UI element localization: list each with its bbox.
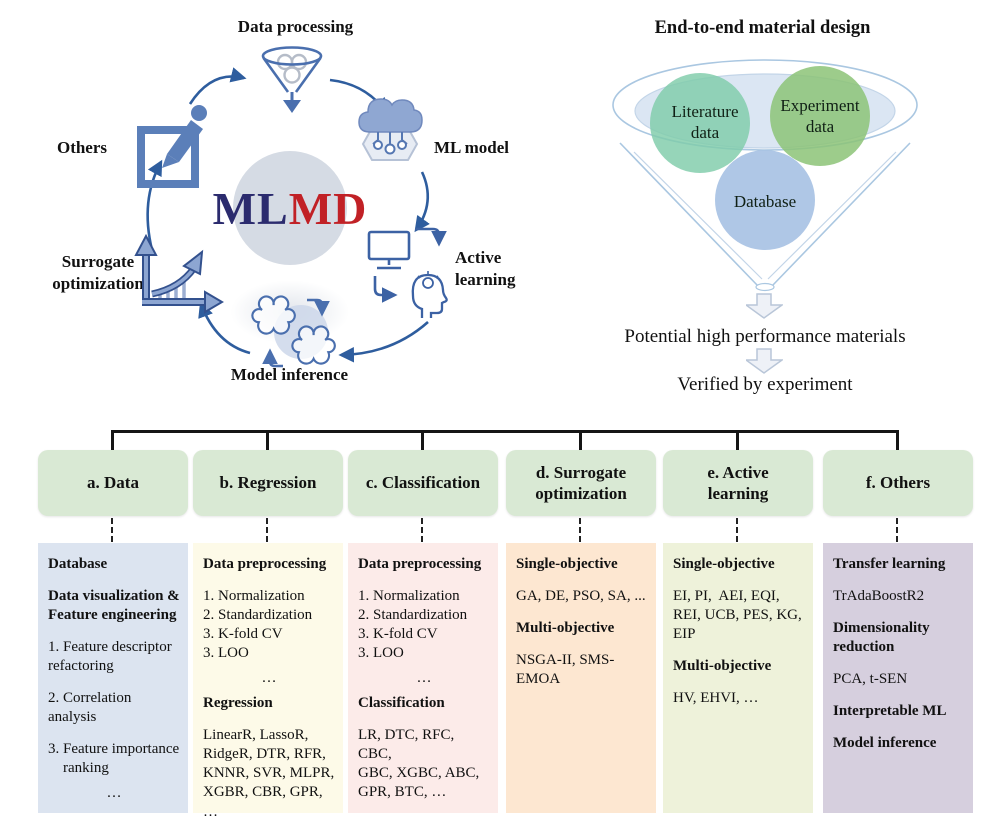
column-text-block: Single-objective <box>516 556 618 572</box>
material-funnel <box>612 59 918 292</box>
connector-stub <box>266 430 269 451</box>
header-classification: c. Classification <box>348 450 498 516</box>
column-text-block: Data visualization & Feature engineering <box>48 588 180 624</box>
column-text-block: Multi-objective <box>673 658 772 675</box>
column-text-block: 1. Normalization 2. Standardization 3. K… <box>203 588 313 662</box>
column-text-block: EI, PI, AEI, EQI, REI, UCB, PES, KG, EIP <box>673 588 802 643</box>
column-text-block: Data preprocessing <box>203 556 327 572</box>
column-text-block: … <box>416 670 432 687</box>
dashed-connector <box>579 518 581 542</box>
dashed-connector <box>111 518 113 542</box>
literature-data-label: Literature data <box>671 102 739 142</box>
dashed-connector <box>896 518 898 542</box>
column-text-block: Model inference <box>833 735 937 752</box>
database-circle <box>715 150 815 250</box>
column-text-block: Single-objective <box>673 556 775 572</box>
dashed-connector <box>266 518 268 542</box>
experiment-data-circle <box>770 66 870 166</box>
verification-text: Verified by experiment <box>677 374 853 395</box>
dashed-connector <box>736 518 738 542</box>
label-ml-model: ML model <box>433 138 510 157</box>
connector-stub <box>579 430 582 451</box>
dashed-connector <box>421 518 423 542</box>
content-box-surrogate-optimization: Single-objective GA, DE, PSO, SA, ... Mult… <box>506 543 656 813</box>
column-text-block: … <box>106 785 122 802</box>
label-surrogate-optimization: Surrogate optimization <box>52 252 144 293</box>
column-text-block: Regression <box>203 695 273 712</box>
header-active-learning: e. Active learning <box>663 450 813 516</box>
literature-data-circle <box>650 73 750 173</box>
column-text-block: LinearR, LassoR, RidgeR, DTR, RFR, KNNR,… <box>203 727 335 820</box>
mlmd-md: MD <box>288 182 368 234</box>
column-text-block: Multi-objective <box>516 620 615 637</box>
funnel-icon <box>261 46 323 113</box>
content-box-regression: Data preprocessing 1. Normalization 2. St… <box>193 543 343 820</box>
header-others: f. Others <box>823 450 973 516</box>
content-box-active-learning: Single-objective EI, PI, AEI, EQI, REI, U… <box>663 543 813 813</box>
experiment-data-label: Experiment data <box>780 96 860 136</box>
column-text-block: PCA, t-SEN <box>833 671 908 688</box>
column-text-block: 1. Normalization 2. Standardization 3. K… <box>358 588 468 662</box>
connector-stub <box>896 430 899 451</box>
column-text-block: 1. Feature descriptor refactoring <box>48 639 172 675</box>
cycle-arrows <box>146 67 430 363</box>
label-others: Others <box>56 138 108 157</box>
column-text-block: Classification <box>358 695 445 712</box>
column-text-block: Dimensionality reduction <box>833 620 930 656</box>
column-text-block: LR, DTC, RFC, CBC, GBC, XGBC, ABC, GPR, … <box>358 727 480 801</box>
mlmd-logo-text: MLMD <box>213 182 368 235</box>
label-active-learning: Active learning <box>455 248 516 289</box>
connector-stub <box>421 430 424 451</box>
mlmd-logo: MLMD <box>213 151 366 265</box>
label-model-inference: Model inference <box>230 365 349 384</box>
outcome-text: Potential high performance materials <box>624 326 906 347</box>
column-text-block: 2. Correlation analysis <box>48 690 136 726</box>
column-text-block: HV, EHVI, … <box>673 690 759 707</box>
column-text-block: NSGA-II, SMS- EMOA <box>516 652 615 688</box>
connector-stub <box>111 430 114 451</box>
column-text-block: TrAdaBoostR2 <box>833 588 925 605</box>
column-text-block: Data preprocessing <box>358 556 482 572</box>
database-label: Database <box>733 192 797 211</box>
connector-stub <box>736 430 739 451</box>
header-regression: b. Regression <box>193 450 343 516</box>
clouds-cycle-icon <box>251 295 336 368</box>
column-text-block: 3. Feature importance ranking <box>48 741 180 777</box>
column-text-block: GA, DE, PSO, SA, ... <box>516 588 646 605</box>
down-block-arrow <box>746 293 783 319</box>
content-box-data: Database Data visualization & Feature eng… <box>38 543 188 813</box>
down-block-arrow <box>746 348 783 374</box>
mlmd-ml: ML <box>212 182 289 234</box>
cloud-network-icon <box>358 98 423 161</box>
column-text-block: Transfer learning <box>833 556 946 572</box>
column-text-block: Database <box>48 556 108 572</box>
column-text-block: Interpretable ML <box>833 703 947 720</box>
connector-horizontal <box>112 430 899 433</box>
content-box-others: Transfer learning TrAdaBoostR2 Dimensional… <box>823 543 973 813</box>
header-data: a. Data <box>38 450 188 516</box>
column-text-block: … <box>261 670 277 687</box>
edit-square-icon <box>137 105 207 188</box>
header-surrogate-optimization: d. Surrogate optimization <box>506 450 656 516</box>
chart-growth-icon <box>134 233 224 314</box>
content-box-classification: Data preprocessing 1. Normalization 2. St… <box>348 543 498 813</box>
funnel-title: End-to-end material design <box>654 18 871 38</box>
label-data-processing: Data processing <box>237 17 354 36</box>
monitor-head-icon <box>367 227 448 318</box>
